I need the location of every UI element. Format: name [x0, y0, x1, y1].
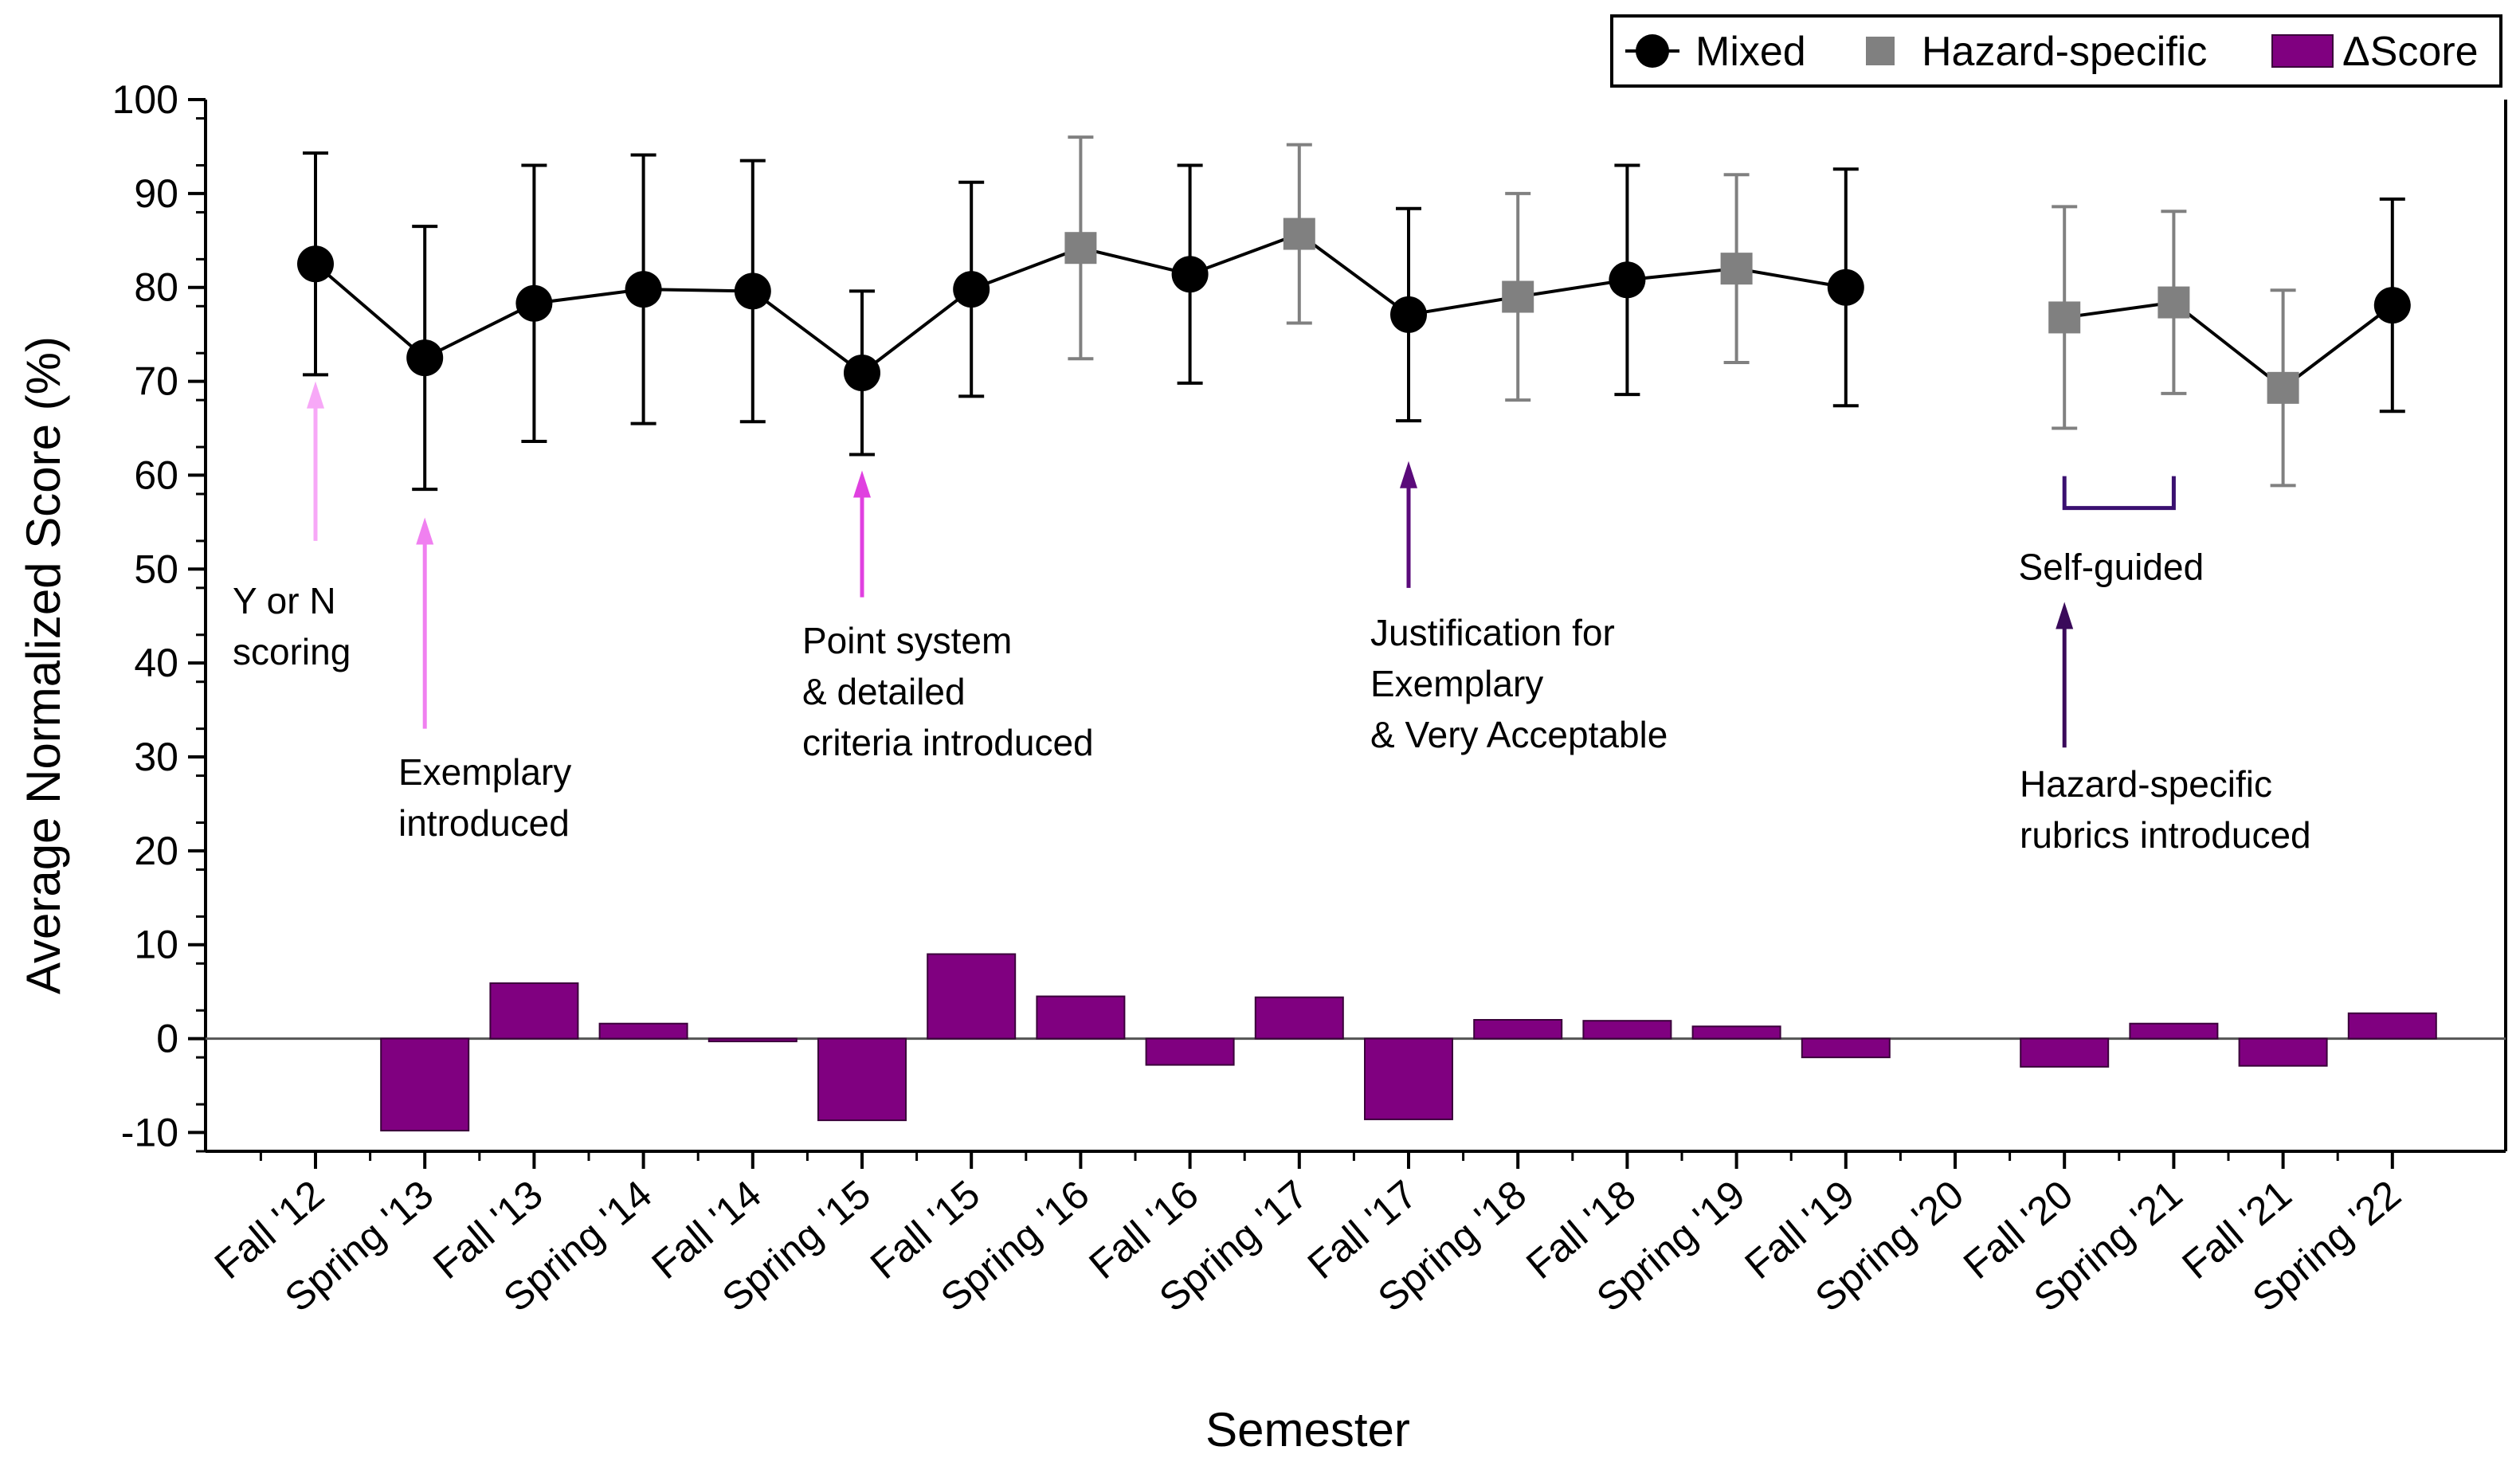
annotation-text: Y or N	[233, 580, 336, 621]
y-tick-label: 40	[134, 641, 178, 685]
delta-score-bar	[1582, 1020, 1672, 1040]
delta-score-bar	[2238, 1037, 2328, 1067]
bracket-line	[2062, 476, 2176, 511]
annotation-arrowhead	[416, 517, 434, 545]
annotation-text: scoring	[233, 631, 351, 672]
delta-score-bar	[927, 953, 1017, 1040]
delta-score-bar	[1145, 1037, 1235, 1066]
annotation-text: Exemplary	[398, 751, 571, 793]
hazard-specific-marker	[1720, 253, 1753, 285]
y-axis: -10 0 10 20 30 40 50 60 70 80 90 100	[112, 77, 206, 1154]
delta-score-bar	[1036, 995, 1126, 1040]
legend-box	[1610, 14, 2502, 88]
annotation-arrowhead	[1400, 461, 1417, 488]
mixed-marker	[844, 354, 880, 391]
delta-score-bar	[1473, 1019, 1563, 1040]
annotation-arrowhead	[2056, 602, 2074, 629]
annotation-text: Justification for	[1370, 612, 1615, 653]
legend-hazard-marker	[1866, 37, 1895, 65]
hazard-specific-marker	[2267, 371, 2299, 404]
y-tick-label: 100	[112, 77, 178, 122]
y-tick-label: 10	[134, 923, 178, 967]
delta-score-bar	[2020, 1037, 2110, 1068]
delta-score-bars	[380, 953, 2437, 1132]
hazard-specific-marker	[1283, 218, 1315, 250]
annotation-text: Point system	[802, 620, 1012, 661]
legend-delta-marker	[2271, 34, 2334, 68]
annotation-text: criteria introduced	[802, 722, 1094, 763]
x-axis-title: Semester	[1205, 1403, 1410, 1456]
score-line-segment	[2063, 300, 2394, 390]
delta-score-bar	[489, 982, 579, 1040]
delta-score-bar	[380, 1037, 470, 1132]
mixed-marker	[1171, 256, 1209, 293]
mixed-marker	[297, 245, 334, 283]
legend-delta-label: ΔScore	[2342, 29, 2479, 75]
delta-score-bar	[2129, 1022, 2219, 1040]
delta-score-bar	[1364, 1037, 1453, 1120]
y-tick-label: 0	[156, 1017, 178, 1061]
delta-score-bar	[598, 1022, 688, 1040]
delta-score-bar	[2347, 1012, 2437, 1040]
y-tick-label: 80	[134, 265, 178, 310]
annotation-text: rubrics introduced	[2020, 814, 2311, 856]
hazard-specific-marker	[1502, 280, 1534, 313]
mixed-marker	[1390, 296, 1427, 333]
y-tick-label: 60	[134, 453, 178, 497]
annotation-text: Hazard-specific	[2020, 763, 2272, 805]
y-tick-label: 20	[134, 829, 178, 873]
hazard-specific-marker	[1064, 232, 1097, 265]
delta-score-bar	[707, 1037, 798, 1043]
error-bars	[303, 135, 2405, 492]
delta-score-bar	[1254, 996, 1344, 1040]
delta-score-bar	[1691, 1025, 1781, 1040]
hazard-specific-marker	[2157, 286, 2190, 319]
legend: Mixed Hazard-specific ΔScore	[1610, 14, 2502, 88]
delta-score-bar	[817, 1037, 907, 1122]
mixed-marker	[734, 272, 771, 310]
mixed-marker	[625, 271, 662, 308]
y-tick-label: 70	[134, 359, 178, 404]
annotation-text: & Very Acceptable	[1370, 714, 1668, 755]
legend-mixed-marker	[1636, 34, 1669, 68]
mixed-marker	[1609, 261, 1646, 299]
y-tick-label: 90	[134, 171, 178, 216]
annotation-text: Exemplary	[1370, 663, 1543, 704]
legend-mixed-label: Mixed	[1695, 29, 1806, 75]
bracket-label: Self-guided	[2018, 547, 2204, 588]
score-markers	[297, 218, 2411, 404]
y-axis-title: Average Normalized Score (%)	[17, 336, 70, 994]
y-tick-label: 50	[134, 547, 178, 591]
self-guided-bracket: Self-guided	[2018, 476, 2204, 588]
annotation-text: & detailed	[802, 671, 966, 712]
annotation-text: introduced	[398, 802, 570, 844]
mixed-marker	[515, 284, 553, 322]
annotation-arrowhead	[853, 470, 871, 498]
hazard-specific-marker	[2048, 301, 2081, 334]
mixed-marker	[2373, 287, 2411, 324]
y-tick-label: 30	[134, 735, 178, 779]
annotation-arrowhead	[307, 381, 324, 409]
annotations: Y or N scoring Exemplary introduced Point sy…	[233, 381, 2311, 856]
delta-score-bar	[1801, 1037, 1891, 1059]
legend-hazard-label: Hazard-specific	[1922, 29, 2207, 75]
y-tick-label: -10	[121, 1110, 178, 1154]
mixed-marker	[1827, 269, 1864, 306]
mixed-marker	[953, 271, 990, 308]
mixed-marker	[406, 339, 444, 377]
